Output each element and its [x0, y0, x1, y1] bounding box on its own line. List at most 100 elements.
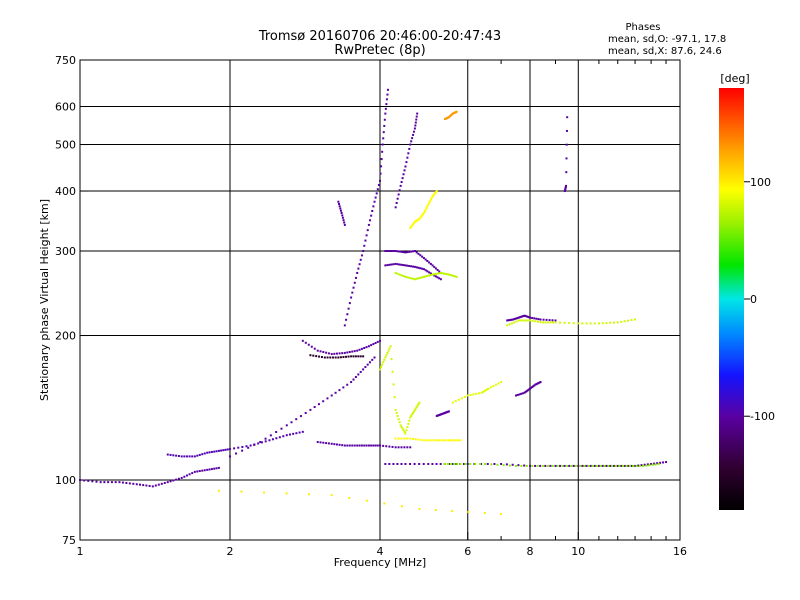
data-point	[322, 351, 325, 354]
data-point	[263, 491, 266, 494]
data-point	[428, 274, 431, 277]
data-point	[383, 502, 386, 505]
data-point	[404, 432, 407, 435]
data-point	[529, 387, 531, 390]
data-point	[357, 267, 360, 270]
data-point	[404, 462, 407, 465]
data-point	[446, 273, 449, 276]
data-point	[402, 275, 405, 278]
data-point	[396, 197, 399, 200]
data-point	[426, 205, 429, 208]
data-point	[353, 350, 356, 353]
data-point	[536, 320, 539, 323]
data-point	[430, 196, 433, 199]
data-point	[510, 318, 513, 321]
data-point	[500, 462, 503, 465]
data-point	[351, 291, 354, 294]
data-point	[436, 276, 439, 279]
data-point	[426, 270, 429, 273]
data-point	[643, 463, 646, 466]
data-point	[175, 478, 178, 481]
data-point	[269, 434, 272, 437]
data-point	[420, 215, 423, 218]
data-point	[370, 214, 373, 217]
data-point	[581, 322, 584, 325]
data-point	[172, 454, 175, 457]
data-point	[656, 462, 659, 465]
data-point	[462, 462, 465, 465]
data-point	[374, 341, 377, 344]
data-point	[374, 196, 377, 199]
data-point	[206, 468, 209, 471]
data-point	[365, 444, 368, 447]
data-point	[513, 318, 516, 321]
data-point	[523, 464, 526, 467]
data-point	[319, 441, 322, 444]
data-point	[434, 275, 437, 278]
data-point	[245, 445, 248, 448]
data-point	[384, 356, 387, 359]
data-point	[352, 355, 355, 358]
data-point	[579, 464, 582, 467]
x-tick-label: 6	[464, 545, 471, 558]
data-point	[469, 393, 472, 396]
data-point	[249, 444, 252, 447]
data-point	[517, 316, 520, 319]
colorbar-ticks: 100 0 -100	[744, 176, 775, 423]
data-point	[531, 464, 534, 467]
data-point	[208, 451, 211, 454]
data-point	[384, 112, 387, 115]
data-point	[520, 392, 523, 395]
data-point	[545, 318, 548, 321]
data-point	[411, 137, 414, 140]
data-point	[339, 207, 342, 210]
data-point	[508, 319, 511, 322]
data-point	[426, 260, 429, 263]
data-point	[364, 239, 367, 242]
data-point	[408, 264, 411, 267]
data-point	[480, 391, 483, 394]
data-point	[347, 355, 350, 358]
data-point	[417, 438, 420, 441]
data-point	[292, 432, 295, 435]
data-point	[412, 411, 415, 414]
data-point	[346, 351, 349, 354]
data-point	[360, 254, 363, 257]
data-point	[493, 462, 496, 465]
data-point	[362, 368, 365, 371]
data-point	[415, 277, 418, 280]
data-point	[484, 389, 487, 392]
data-point	[547, 321, 550, 324]
data-point	[464, 462, 467, 465]
data-point	[366, 363, 369, 366]
data-point	[237, 446, 240, 449]
data-point	[384, 462, 387, 465]
data-point	[459, 462, 462, 465]
data-point	[397, 437, 400, 440]
data-point	[229, 455, 231, 458]
data-point	[435, 190, 438, 193]
data-point	[172, 479, 175, 482]
data-point	[500, 381, 503, 384]
data-point	[313, 406, 316, 409]
data-point	[577, 464, 580, 467]
data-point	[329, 356, 332, 359]
data-point	[408, 250, 411, 253]
data-point	[308, 493, 311, 496]
data-point	[201, 469, 204, 472]
data-point	[91, 480, 94, 483]
data-point	[412, 277, 415, 280]
data-point	[577, 322, 580, 325]
data-point	[539, 321, 542, 324]
data-point	[383, 124, 386, 127]
data-point	[366, 229, 369, 232]
data-point	[396, 263, 399, 266]
data-point	[531, 386, 534, 389]
data-point	[405, 429, 408, 432]
data-point	[217, 466, 220, 469]
data-point	[362, 355, 365, 358]
data-point	[544, 464, 547, 467]
data-point	[359, 258, 362, 261]
y-tick-label: 750	[55, 54, 76, 67]
data-point	[474, 462, 477, 465]
